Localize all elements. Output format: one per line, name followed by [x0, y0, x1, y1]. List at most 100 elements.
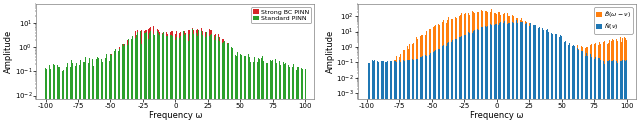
- Bar: [482, 27, 483, 124]
- Bar: [124, 53, 125, 124]
- Bar: [526, 22, 527, 124]
- Bar: [303, 97, 305, 124]
- Bar: [183, 31, 184, 124]
- Bar: [222, 39, 223, 124]
- Bar: [301, 94, 302, 124]
- Bar: [184, 31, 185, 124]
- Bar: [97, 57, 98, 124]
- Bar: [228, 43, 229, 124]
- Bar: [591, 57, 592, 124]
- Bar: [120, 46, 121, 124]
- Bar: [412, 44, 413, 124]
- Bar: [504, 21, 505, 124]
- Bar: [605, 62, 606, 124]
- Bar: [441, 47, 442, 124]
- Bar: [130, 34, 131, 124]
- Bar: [508, 16, 509, 124]
- Bar: [102, 62, 103, 124]
- Bar: [259, 59, 260, 124]
- Bar: [88, 77, 89, 124]
- Y-axis label: Amplitude: Amplitude: [326, 30, 335, 73]
- Bar: [226, 47, 227, 124]
- Bar: [533, 25, 534, 124]
- Bar: [596, 43, 597, 124]
- Bar: [595, 43, 596, 124]
- Bar: [172, 31, 173, 124]
- Bar: [197, 36, 198, 124]
- Bar: [483, 11, 484, 124]
- Bar: [374, 61, 375, 124]
- Bar: [170, 35, 171, 124]
- Bar: [557, 44, 558, 124]
- Bar: [241, 60, 242, 124]
- Bar: [447, 43, 448, 124]
- Bar: [399, 60, 400, 124]
- Bar: [619, 42, 620, 124]
- Bar: [503, 23, 504, 124]
- Bar: [442, 46, 443, 124]
- Bar: [206, 33, 207, 124]
- Bar: [596, 59, 597, 124]
- Bar: [145, 30, 146, 124]
- Bar: [257, 76, 258, 124]
- Bar: [265, 63, 266, 124]
- Bar: [469, 33, 470, 124]
- Bar: [76, 63, 77, 124]
- Bar: [54, 91, 55, 124]
- Bar: [456, 18, 457, 124]
- Bar: [265, 81, 266, 124]
- Bar: [450, 42, 451, 124]
- Bar: [422, 35, 423, 124]
- Bar: [105, 58, 106, 124]
- Bar: [527, 23, 529, 124]
- Bar: [430, 53, 431, 124]
- Bar: [392, 60, 394, 124]
- Bar: [521, 22, 522, 124]
- Bar: [481, 27, 482, 124]
- Bar: [585, 48, 586, 124]
- Bar: [188, 41, 189, 124]
- Bar: [434, 51, 435, 124]
- Bar: [58, 67, 59, 124]
- Bar: [465, 13, 466, 124]
- Bar: [235, 55, 236, 124]
- Bar: [120, 45, 121, 124]
- Bar: [425, 55, 426, 124]
- Bar: [63, 70, 64, 124]
- Bar: [175, 34, 176, 124]
- Bar: [616, 39, 617, 124]
- Bar: [499, 12, 500, 124]
- Bar: [83, 84, 84, 124]
- Bar: [595, 57, 596, 124]
- Bar: [537, 29, 538, 124]
- Bar: [556, 34, 557, 124]
- Bar: [513, 16, 514, 124]
- Bar: [470, 34, 471, 124]
- Bar: [174, 37, 175, 124]
- Bar: [132, 36, 133, 124]
- Bar: [193, 30, 194, 124]
- Bar: [54, 65, 55, 124]
- Bar: [529, 26, 530, 124]
- Bar: [473, 12, 474, 124]
- Bar: [450, 19, 451, 124]
- Bar: [576, 47, 577, 124]
- Bar: [421, 57, 422, 124]
- Bar: [48, 67, 49, 124]
- Bar: [459, 16, 460, 124]
- Bar: [101, 74, 102, 124]
- Bar: [153, 34, 154, 124]
- Bar: [460, 15, 461, 124]
- Bar: [474, 13, 475, 124]
- Bar: [446, 23, 447, 124]
- Bar: [144, 33, 145, 124]
- Bar: [66, 88, 67, 124]
- Bar: [226, 44, 227, 124]
- Bar: [283, 62, 284, 124]
- Bar: [392, 60, 394, 124]
- Bar: [114, 51, 115, 124]
- Bar: [75, 66, 76, 124]
- Bar: [245, 69, 246, 124]
- Bar: [590, 45, 591, 124]
- Bar: [551, 39, 552, 124]
